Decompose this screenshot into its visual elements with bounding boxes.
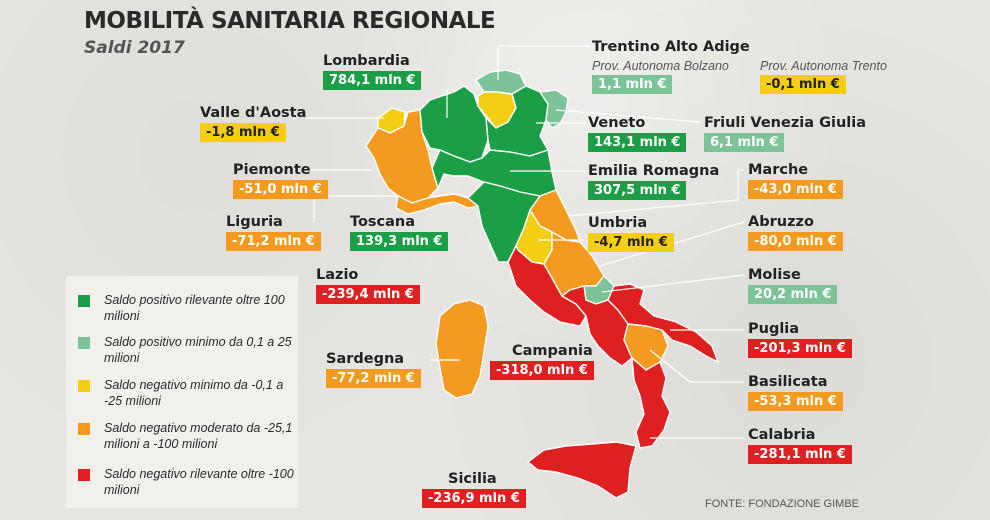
leader-lines [306,45,745,439]
value-badge: 20,2 mln € [748,285,838,304]
map-title: MOBILITÀ SANITARIA REGIONALE [84,8,496,34]
region-name: Lazio [316,267,359,283]
label-basilicata: Basilicata -53,3 mln € [748,373,843,411]
region-name: Lombardia [323,53,410,69]
value-badge: -51,0 mln € [233,180,328,199]
legend-item: Saldo positivo rilevante oltre 100 milio… [78,292,294,324]
label-umbria: Umbria -4,7 mln € [588,214,674,252]
label-marche: Marche -43,0 mln € [748,161,843,199]
legend-item: Saldo negativo moderato da -25,1 milioni… [78,420,294,452]
region-name: Molise [748,267,801,283]
value-badge: -201,3 mln € [748,339,852,358]
value-badge: -77,2 mln € [326,369,421,388]
value-badge: 143,1 mln € [588,133,687,152]
value-badge: -4,7 mln € [588,233,674,252]
region-name: Sardegna [326,351,405,367]
label-lazio: Lazio -239,4 mln € [316,266,420,304]
value-badge: -80,0 mln € [748,232,843,251]
region-name: Umbria [588,215,648,231]
label-puglia: Puglia -201,3 mln € [748,320,852,358]
legend-swatch [78,380,90,392]
legend-swatch [78,469,90,481]
region-basilicata[interactable] [623,323,669,371]
legend-label: Saldo positivo rilevante oltre 100 milio… [104,293,285,323]
value-badge: -318,0 mln € [490,361,594,380]
value-badge: -71,2 mln € [226,232,321,251]
region-name: Sicilia [448,471,497,487]
label-lombardia: Lombardia 784,1 mln € [323,52,422,90]
map-legend: Saldo positivo rilevante oltre 100 milio… [66,276,298,508]
label-sardegna: Sardegna -77,2 mln € [326,350,421,388]
value-badge: 6,1 mln € [704,133,785,152]
legend-item: Saldo negativo rilevante oltre -100 mili… [78,466,294,498]
region-liguria[interactable] [395,193,479,215]
label-piemonte: Piemonte -51,0 mln € [233,161,328,199]
region-sardegna[interactable] [435,299,489,399]
label-molise: Molise 20,2 mln € [748,266,838,304]
region-name: Veneto [588,115,646,131]
source-note: FONTE: FONDAZIONE GIMBE [705,498,860,510]
legend-label: Saldo positivo minimo da 0,1 a 25 milion… [104,335,292,365]
label-valle: Valle d'Aosta -1,8 mln € [200,104,306,142]
label-veneto: Veneto 143,1 mln € [588,114,687,152]
legend-label: Saldo negativo minimo da -0,1 a -25 mili… [104,378,284,408]
label-toscana: Toscana 139,3 mln € [350,213,449,251]
label-liguria: Liguria -71,2 mln € [226,213,321,251]
region-name: Abruzzo [748,214,814,230]
region-name: Campania [512,343,593,359]
label-abruzzo: Abruzzo -80,0 mln € [748,213,843,251]
value-badge: 1,1 mln € [592,75,673,94]
leader-line [649,349,691,383]
region-name: Basilicata [748,374,828,390]
value-badge: -281,1 mln € [748,445,852,464]
label-sicilia: Sicilia -236,9 mln € [422,470,526,508]
value-badge: -239,4 mln € [316,285,420,304]
legend-swatch [78,423,90,435]
province-name: Prov. Autonoma Trento [760,59,887,73]
value-badge: -43,0 mln € [748,180,843,199]
label-trento: Prov. Autonoma Trento -0,1 mln € [760,58,887,94]
label-campania: Campania -318,0 mln € [490,342,594,380]
label-emilia: Emilia Romagna 307,5 mln € [588,162,719,200]
leader-line [601,274,745,293]
legend-swatch [78,295,90,307]
leader-line [555,109,701,123]
map-subtitle: Saldi 2017 [84,38,185,58]
value-badge: -1,8 mln € [200,123,286,142]
value-badge: 784,1 mln € [323,71,422,90]
region-name: Toscana [350,214,416,230]
region-calabria[interactable] [631,357,671,449]
value-badge: -53,3 mln € [748,392,843,411]
value-badge: -236,9 mln € [422,489,526,508]
label-friuli: Friuli Venezia Giulia 6,1 mln € [704,114,866,152]
region-name: Piemonte [233,162,311,178]
region-name: Friuli Venezia Giulia [704,115,866,131]
region-friuli[interactable] [539,89,569,129]
legend-item: Saldo negativo minimo da -0,1 a -25 mili… [78,377,294,409]
region-name: Marche [748,162,809,178]
value-badge: -0,1 mln € [760,75,846,94]
region-puglia[interactable] [607,283,719,363]
province-name: Prov. Autonoma Bolzano [592,59,729,73]
region-name: Liguria [226,214,283,230]
legend-swatch [78,337,90,349]
region-name: Puglia [748,321,800,337]
value-badge: 139,3 mln € [350,232,449,251]
label-calabria: Calabria -281,1 mln € [748,426,852,464]
legend-label: Saldo negativo rilevante oltre -100 mili… [104,467,294,497]
label-bolzano: Prov. Autonoma Bolzano 1,1 mln € [592,58,729,94]
region-name: Trentino Alto Adige [592,39,750,55]
region-name: Valle d'Aosta [200,105,307,121]
value-badge: 307,5 mln € [588,181,687,200]
leader-line [567,199,739,217]
legend-label: Saldo negativo moderato da -25,1 milioni… [104,421,293,451]
label-trentino: Trentino Alto Adige [592,38,750,56]
legend-item: Saldo positivo minimo da 0,1 a 25 milion… [78,334,294,366]
region-sicilia[interactable] [527,441,637,499]
region-name: Calabria [748,427,816,443]
region-name: Emilia Romagna [588,163,720,179]
